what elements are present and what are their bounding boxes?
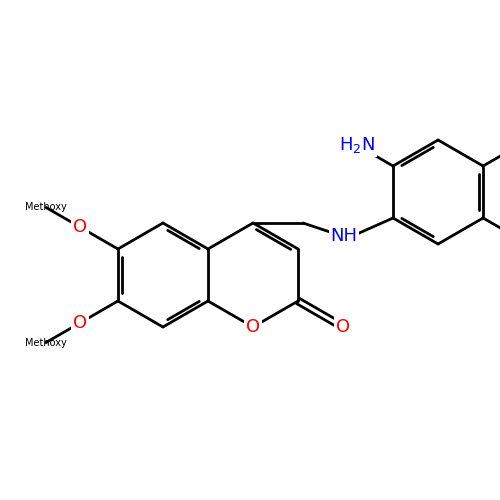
Text: O: O: [72, 218, 86, 236]
Text: H$_2$N: H$_2$N: [339, 135, 375, 155]
Text: Methoxy: Methoxy: [25, 202, 67, 212]
Text: NH: NH: [330, 227, 357, 245]
Text: O: O: [72, 314, 86, 332]
Text: O: O: [246, 318, 260, 336]
Text: Methoxy: Methoxy: [25, 338, 67, 347]
Text: O: O: [336, 318, 350, 336]
